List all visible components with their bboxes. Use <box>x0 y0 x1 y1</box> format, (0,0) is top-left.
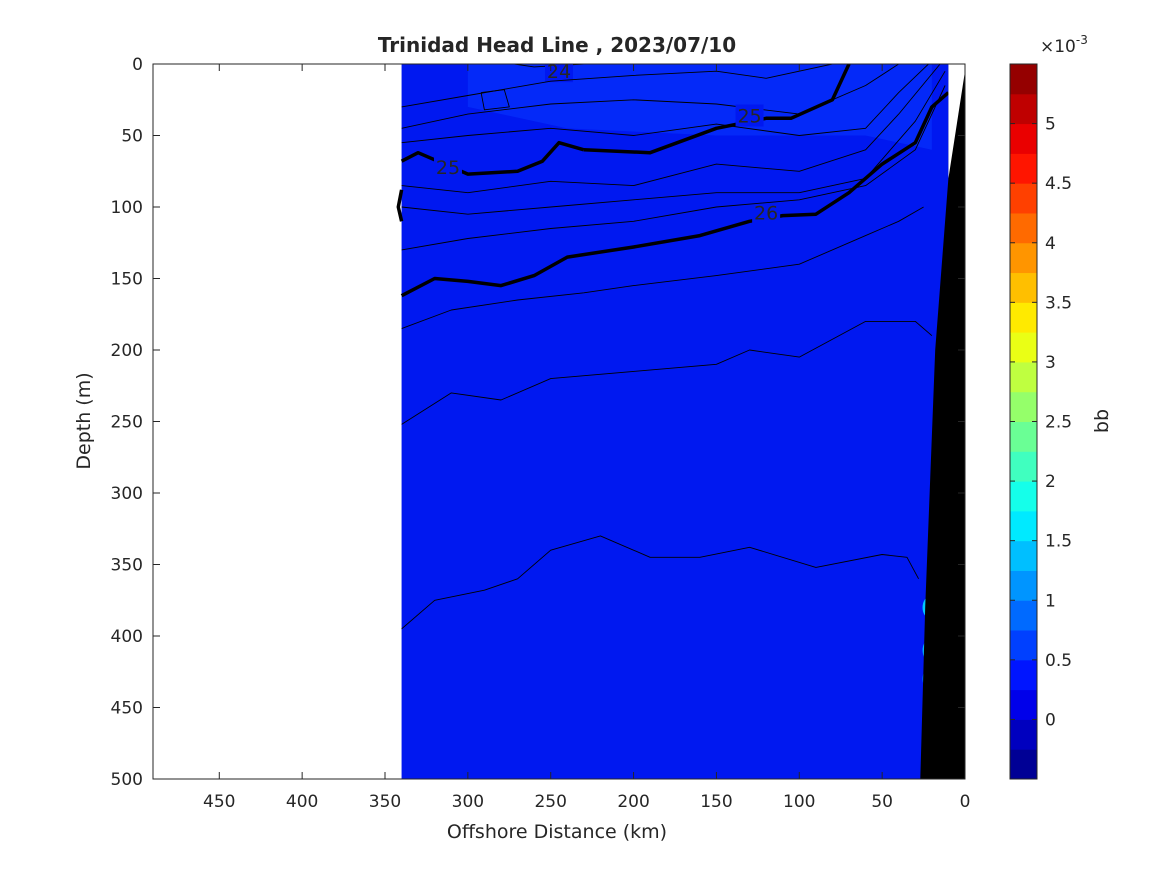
colorbar-band <box>1010 510 1037 542</box>
x-tick-label: 150 <box>700 792 732 812</box>
colorbar-band <box>1010 570 1037 601</box>
colorbar-band <box>1010 719 1037 750</box>
x-tick-label: 450 <box>203 792 235 812</box>
x-tick-label: 250 <box>534 792 566 812</box>
colorbar-band <box>1010 421 1037 452</box>
chart-title: Trinidad Head Line , 2023/07/10 <box>378 33 736 57</box>
colorbar-tick-label: 3.5 <box>1045 293 1072 313</box>
contour-label-bg <box>752 201 781 224</box>
colorbar-band <box>1010 481 1037 512</box>
x-tick-label: 200 <box>617 792 649 812</box>
colorbar-exponent-power: -3 <box>1076 33 1088 47</box>
field-layer <box>401 64 965 779</box>
colorbar-band <box>1010 361 1037 393</box>
x-tick-label: 50 <box>871 792 893 812</box>
field-background <box>401 64 965 779</box>
y-tick-label: 0 <box>132 55 143 75</box>
bathymetry-layer <box>920 64 965 779</box>
colorbar-tick-label: 2 <box>1045 472 1056 492</box>
y-tick-label: 150 <box>111 270 143 290</box>
colorbar-ticks: 0 0.5 1 1.5 2 2.5 3 3.5 4 4.5 5 <box>1010 115 1072 730</box>
colorbar-tick-label: 3 <box>1045 353 1056 373</box>
contour-label: 25 <box>737 105 761 127</box>
colorbar-band <box>1010 153 1037 184</box>
contour-layer: 24 25 25 26 <box>396 61 950 630</box>
colorbar-band <box>1010 540 1037 571</box>
contour-label-bg <box>735 104 764 127</box>
y-tick-label: 350 <box>111 556 143 576</box>
colorbar-band <box>1010 600 1037 631</box>
contour-label: 26 <box>754 203 778 225</box>
colorbar-band <box>1010 64 1037 95</box>
colorbar <box>1010 64 1037 780</box>
colorbar-band <box>1010 630 1037 661</box>
density-contour <box>401 64 833 108</box>
bathymetry-seabed <box>920 64 965 779</box>
x-axis-ticks: 450 400 350 300 250 200 150 100 50 0 <box>203 64 970 812</box>
colorbar-band <box>1010 272 1037 303</box>
density-contour <box>401 64 941 194</box>
y-tick-label: 200 <box>111 341 143 361</box>
density-contour <box>400 91 950 298</box>
x-axis-label: Offshore Distance (km) <box>447 821 667 843</box>
y-tick-label: 300 <box>111 484 143 504</box>
colorbar-band <box>1010 242 1037 274</box>
density-contour <box>401 70 946 215</box>
contour-label: 25 <box>436 157 460 179</box>
density-contour <box>401 85 946 251</box>
colorbar-band <box>1010 93 1037 125</box>
x-tick-label: 400 <box>286 792 318 812</box>
colorbar-exponent-base: ×10 <box>1040 37 1076 57</box>
y-axis-label: Depth (m) <box>73 372 95 469</box>
y-tick-label: 250 <box>111 413 143 433</box>
x-tick-label: 100 <box>783 792 815 812</box>
colorbar-tick-label: 1 <box>1045 591 1056 611</box>
colorbar-tick-label: 4 <box>1045 234 1056 254</box>
shoreline-gap <box>948 64 965 179</box>
colorbar-tick-label: 0.5 <box>1045 651 1072 671</box>
colorbar-band <box>1010 689 1037 720</box>
y-tick-label: 500 <box>111 770 143 790</box>
colorbar-tick-label: 0 <box>1045 710 1056 730</box>
density-contour <box>401 64 899 129</box>
y-tick-label: 400 <box>111 627 143 647</box>
colorbar-band <box>1010 183 1037 214</box>
colorbar-tick-label: 5 <box>1045 115 1056 135</box>
contour-label-bg <box>545 64 573 83</box>
colorbar-band <box>1010 212 1037 244</box>
colorbar-band <box>1010 332 1037 363</box>
y-tick-label: 450 <box>111 699 143 719</box>
colorbar-band <box>1010 749 1037 780</box>
contour-label-bg <box>433 155 462 178</box>
colorbar-label: bb <box>1091 409 1113 433</box>
colorbar-tick-label: 4.5 <box>1045 174 1072 194</box>
colorbar-band <box>1010 123 1037 154</box>
x-tick-label: 0 <box>960 792 971 812</box>
colorbar-band <box>1010 659 1037 691</box>
surface-patch <box>467 64 932 150</box>
density-contour <box>401 535 919 630</box>
colorbar-band <box>1010 391 1037 422</box>
density-contour <box>401 320 933 425</box>
density-contour <box>400 140 585 176</box>
x-tick-label: 350 <box>369 792 401 812</box>
density-contour <box>401 64 929 144</box>
density-contour <box>401 206 924 330</box>
colorbar-exponent: ×10-3 <box>1040 33 1088 57</box>
y-tick-label: 50 <box>121 127 143 147</box>
contour-label: 24 <box>547 61 571 83</box>
y-tick-label: 100 <box>111 198 143 218</box>
colorbar-band <box>1010 451 1037 482</box>
colorbar-band <box>1010 302 1037 333</box>
density-contour <box>583 64 851 155</box>
colorbar-tick-label: 2.5 <box>1045 413 1072 433</box>
colorbar-tick-label: 1.5 <box>1045 532 1072 552</box>
x-tick-label: 300 <box>452 792 484 812</box>
density-contour <box>396 189 404 222</box>
y-axis-ticks: 0 50 100 150 200 250 300 350 400 450 500 <box>111 55 965 790</box>
